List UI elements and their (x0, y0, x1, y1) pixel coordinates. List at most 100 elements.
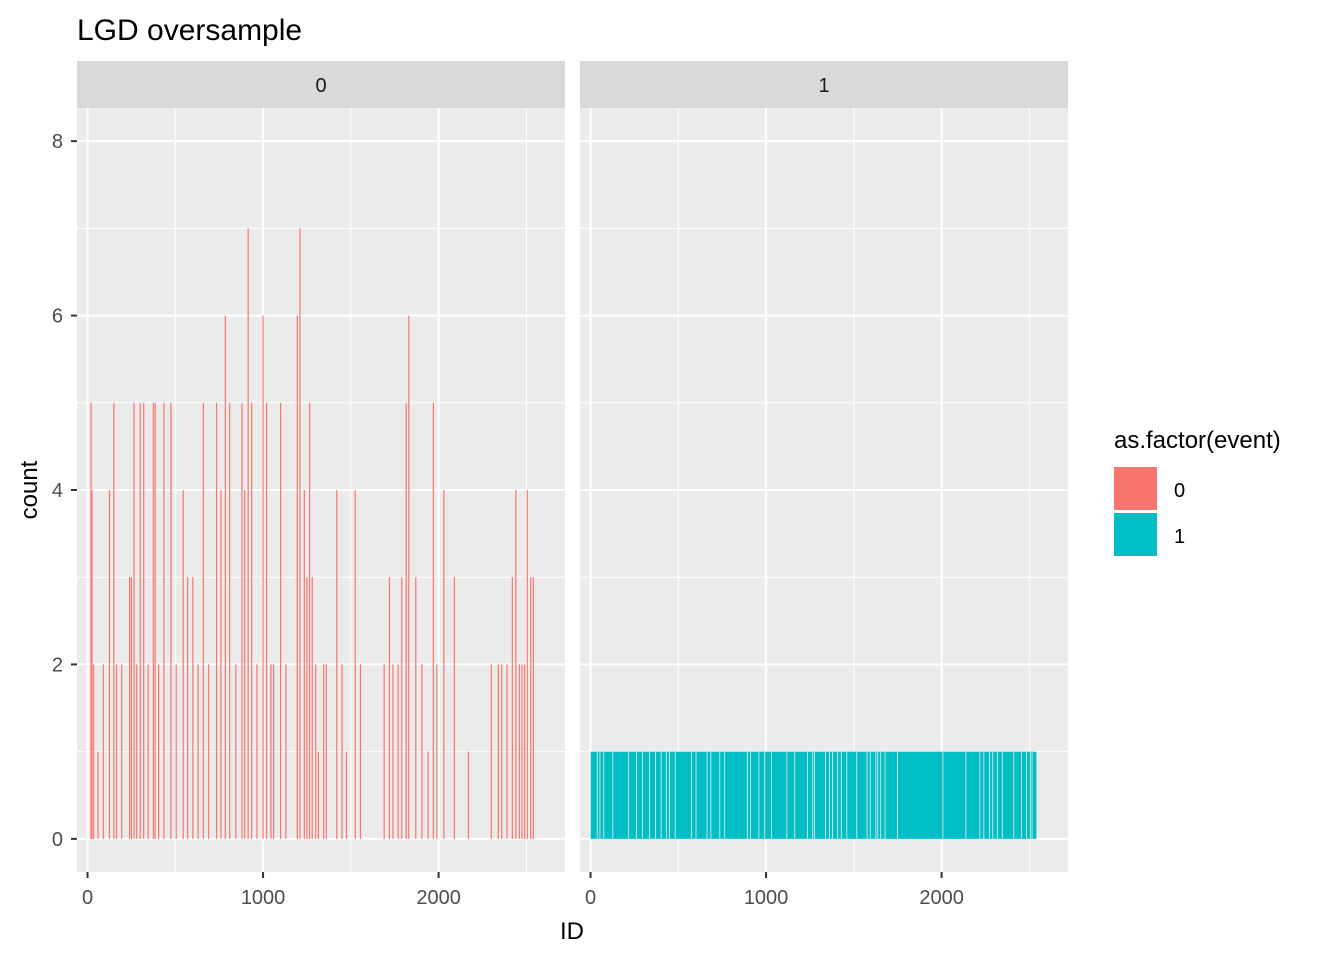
bar (202, 402, 204, 839)
bar (133, 402, 135, 839)
bar (147, 664, 149, 839)
bar-gap (710, 751, 712, 839)
y-tick-label: 2 (52, 654, 63, 676)
bar (392, 664, 394, 839)
bar-gap (832, 751, 833, 839)
bar-gap (1026, 751, 1027, 839)
bar (121, 664, 123, 839)
x-tick-label: 1000 (744, 887, 789, 909)
bar (532, 577, 535, 839)
bar-gap (628, 751, 630, 839)
y-axis: 0 2 4 6 8 (52, 131, 77, 851)
bar (524, 664, 526, 839)
bar-gap (884, 751, 886, 839)
bar-gap (764, 751, 766, 839)
bar (102, 664, 104, 839)
y-tick-label: 6 (52, 306, 63, 328)
bar (311, 577, 313, 839)
bar-gap (665, 751, 667, 839)
bar (354, 490, 356, 839)
bar-gap (825, 751, 826, 839)
bar (152, 402, 154, 839)
bar-gap (983, 751, 985, 839)
bar (408, 315, 410, 839)
chart-title: LGD oversample (77, 14, 302, 47)
bar (323, 664, 325, 839)
bar (129, 577, 131, 839)
bar-gap (612, 751, 614, 839)
bar (270, 664, 272, 839)
bar (220, 490, 222, 839)
legend-swatch-0 (1114, 467, 1157, 510)
bar (299, 228, 301, 839)
bar (317, 751, 319, 839)
bar-gap (840, 751, 842, 839)
bar-gap (786, 751, 788, 839)
bar-gap (706, 751, 708, 839)
bar (175, 664, 177, 839)
bar (501, 664, 503, 839)
bars-facet-1 (590, 751, 1037, 839)
bar (415, 577, 417, 839)
bar-gap (719, 751, 721, 839)
bar-gap (880, 751, 882, 839)
bar-gap (636, 751, 637, 839)
x-tick-label: 2000 (416, 887, 461, 909)
bar-gap (989, 751, 990, 839)
bar-gap (992, 751, 994, 839)
bar-gap (1013, 751, 1015, 839)
bar (405, 402, 407, 839)
bar-gap (965, 751, 967, 839)
bar-gap (897, 751, 898, 839)
bar-gap (942, 751, 944, 839)
bar (427, 751, 429, 839)
bar-block (590, 751, 1037, 839)
bar (315, 664, 317, 839)
bar (139, 402, 141, 839)
bars-facet-0 (90, 228, 535, 839)
bar (113, 402, 115, 839)
facet-panels: 0 0 1000 2000 1 0 1000 2000 (77, 61, 1068, 909)
bar-gap (979, 751, 981, 839)
bar (336, 490, 338, 839)
facet-strip-label-0: 0 (315, 75, 326, 97)
bar (467, 751, 470, 839)
bar (341, 664, 343, 839)
facet-strip-1 (580, 61, 1068, 108)
bar-gap (649, 751, 650, 839)
facet-strip-label-1: 1 (818, 75, 829, 97)
bar (453, 577, 456, 839)
bar (511, 577, 513, 839)
bar-gap (599, 751, 601, 839)
x-tick-label: 1000 (241, 887, 286, 909)
bar (262, 315, 264, 839)
bar (256, 664, 258, 839)
y-axis-title: count (16, 460, 43, 519)
bar (436, 664, 438, 839)
bar (197, 664, 199, 839)
bar (443, 490, 445, 839)
bar (401, 577, 403, 839)
bar (518, 664, 520, 839)
bar (224, 315, 226, 839)
bar (130, 577, 133, 839)
legend-swatch-1 (1114, 513, 1157, 556)
bar-gap (674, 751, 676, 839)
bar (359, 664, 362, 839)
bar (280, 402, 282, 839)
bar (108, 490, 111, 839)
bar (154, 402, 156, 839)
bar-gap (794, 751, 796, 839)
x-tick-label: 0 (585, 887, 596, 909)
bar-gap (669, 751, 670, 839)
bar-gap (596, 751, 598, 839)
legend-title: as.factor(event) (1114, 427, 1281, 454)
bar (136, 664, 138, 839)
bar (432, 402, 434, 839)
bar (170, 402, 172, 839)
bar-gap (806, 751, 808, 839)
bar-gap (1001, 751, 1003, 839)
bar (273, 664, 275, 839)
legend-label-0: 0 (1174, 480, 1185, 502)
